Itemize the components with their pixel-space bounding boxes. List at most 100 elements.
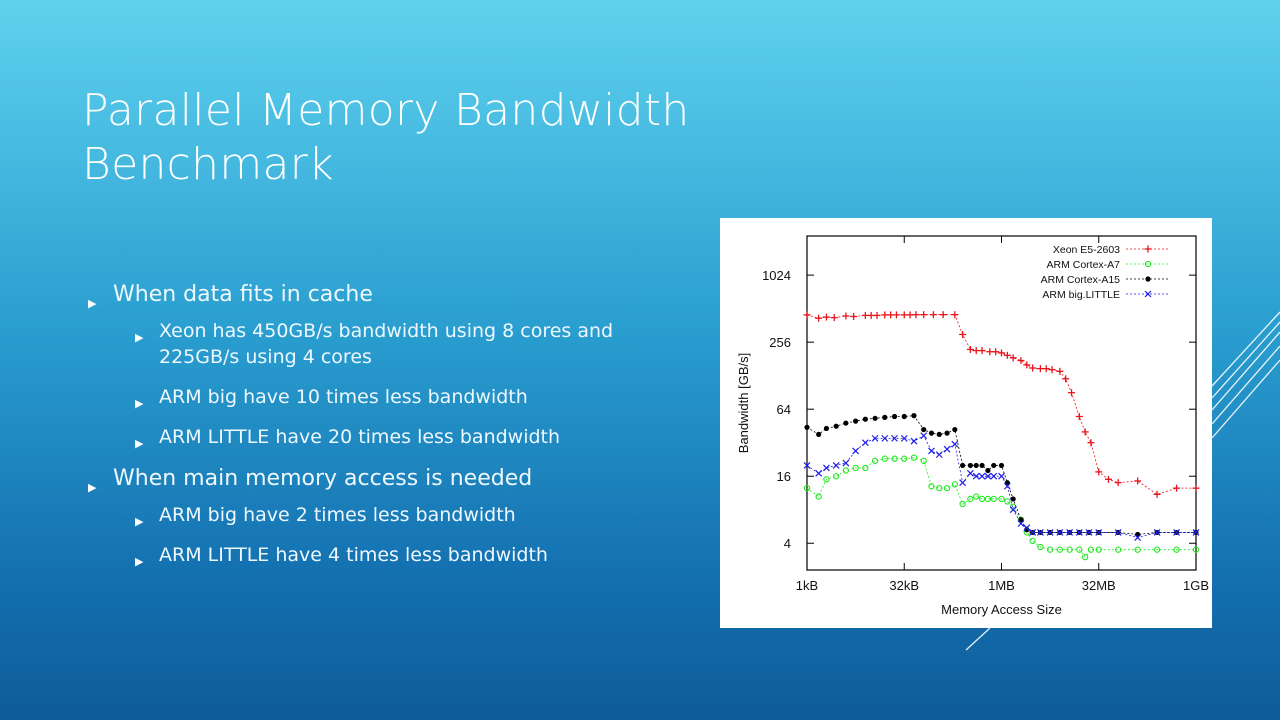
data-point xyxy=(1009,506,1017,514)
x-tick-label: 32kB xyxy=(889,578,919,593)
data-point xyxy=(911,413,917,419)
data-point xyxy=(1085,529,1093,536)
data-point xyxy=(936,484,943,492)
data-point xyxy=(1017,520,1025,528)
data-point xyxy=(833,473,840,480)
legend-label: Xeon E5-2603 xyxy=(1053,244,1120,256)
data-point xyxy=(1173,546,1180,553)
slide-title: Parallel Memory Bandwidth Benchmark xyxy=(82,84,762,192)
bullet-main-memory: ▶ When main memory access is needed xyxy=(88,464,688,494)
data-point xyxy=(1036,529,1044,536)
data-point xyxy=(1010,496,1016,502)
data-point xyxy=(1144,260,1152,268)
data-point xyxy=(966,469,974,477)
data-point xyxy=(861,439,869,447)
data-point xyxy=(998,462,1005,469)
data-point xyxy=(833,423,839,429)
data-point xyxy=(952,426,958,433)
data-point xyxy=(979,462,985,469)
data-point xyxy=(891,413,898,420)
data-point xyxy=(990,472,998,480)
data-point xyxy=(936,431,942,437)
data-point xyxy=(978,472,986,480)
y-tick-label: 64 xyxy=(777,402,791,417)
data-point xyxy=(1066,546,1073,553)
data-point xyxy=(943,484,951,492)
bullet-cache: ▶ When data fits in cache xyxy=(88,280,688,310)
x-tick-label: 1MB xyxy=(988,578,1015,593)
sub-bullet-arm-little-memory: ▶ ARM LITTLE have 4 times less bandwidth xyxy=(135,542,688,568)
data-point xyxy=(990,495,997,503)
data-point xyxy=(1029,537,1036,545)
bullet-list: ▶ When data fits in cache ▶ Xeon has 450… xyxy=(88,280,688,582)
data-point xyxy=(1004,498,1011,505)
y-tick-label: 1024 xyxy=(762,268,791,283)
data-point xyxy=(901,413,907,420)
bullet-arrow-icon: ▶ xyxy=(88,297,97,310)
data-point xyxy=(1192,529,1200,536)
data-point xyxy=(901,455,908,462)
data-point xyxy=(998,472,1005,480)
data-point xyxy=(852,447,860,455)
data-point xyxy=(1153,546,1161,553)
sub-bullet-arm-big-memory: ▶ ARM big have 2 times less bandwidth xyxy=(135,502,688,528)
data-point xyxy=(1056,529,1064,536)
data-point xyxy=(1081,554,1089,561)
data-point xyxy=(862,464,869,472)
data-point xyxy=(900,434,908,442)
sub-bullet-arm-little-cache: ▶ ARM LITTLE have 20 times less bandwidt… xyxy=(135,424,688,450)
data-point xyxy=(967,495,974,503)
data-point xyxy=(1075,529,1083,536)
data-point xyxy=(921,426,927,433)
data-point xyxy=(862,416,868,422)
data-point xyxy=(1192,546,1200,553)
series-line-2 xyxy=(806,415,1196,535)
data-point xyxy=(803,484,811,492)
y-tick-label: 4 xyxy=(784,536,791,551)
y-axis-label: Bandwidth [GB/s] xyxy=(736,353,751,453)
data-point xyxy=(842,459,850,467)
data-point xyxy=(985,467,991,474)
data-point xyxy=(972,472,980,480)
data-point xyxy=(1134,546,1141,553)
data-point xyxy=(1003,482,1011,490)
data-point xyxy=(872,415,878,421)
data-point xyxy=(1029,529,1037,536)
data-point xyxy=(1153,529,1161,536)
series-line-1 xyxy=(806,457,1196,558)
data-point xyxy=(1134,534,1142,541)
bandwidth-chart: 4 16 64 256 1024 1kB 32kB 1MB 32MB 1GB Memory Acce… xyxy=(720,218,1212,628)
x-axis-label: Memory Access Size xyxy=(941,602,1062,617)
legend-label: ARM big.LITTLE xyxy=(1042,289,1120,301)
data-point xyxy=(973,462,979,469)
data-point xyxy=(852,464,859,472)
data-point xyxy=(920,457,927,464)
data-point xyxy=(951,481,958,488)
data-point xyxy=(1114,529,1122,536)
x-tick-label: 32MB xyxy=(1082,578,1116,593)
data-point xyxy=(823,464,830,472)
data-point xyxy=(928,447,935,455)
data-point xyxy=(1144,290,1152,298)
data-point xyxy=(882,414,888,420)
data-point xyxy=(891,455,898,462)
data-point xyxy=(1076,546,1083,553)
data-point xyxy=(1087,546,1095,553)
data-point xyxy=(1056,546,1063,553)
data-point xyxy=(843,420,849,426)
data-point xyxy=(960,462,966,469)
data-point xyxy=(1173,529,1180,536)
data-point xyxy=(973,493,980,500)
sub-bullet-text: Xeon has 450GB/s bandwidth using 8 cores… xyxy=(159,320,614,368)
sub-bullet-text: ARM big have 2 times less bandwidth xyxy=(159,504,516,526)
bullet-text: When data fits in cache xyxy=(113,282,373,307)
data-point xyxy=(978,495,986,503)
data-point xyxy=(871,457,879,464)
data-point xyxy=(1046,529,1054,536)
data-point xyxy=(1115,546,1122,553)
data-point xyxy=(1145,276,1151,282)
data-point xyxy=(1037,543,1044,551)
data-point xyxy=(842,467,850,474)
data-point xyxy=(815,469,823,477)
data-point xyxy=(815,493,822,500)
